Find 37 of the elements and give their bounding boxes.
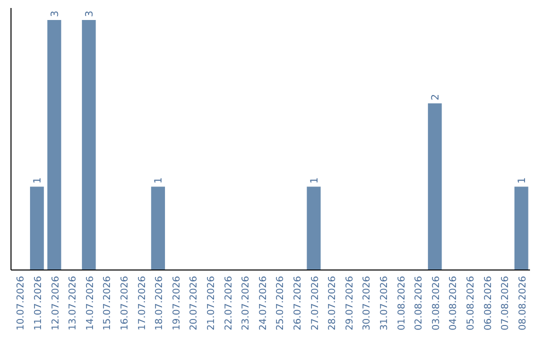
x-tick-label: 08.08.2026 — [517, 276, 528, 330]
x-tick-label: 29.07.2026 — [344, 276, 356, 330]
x-tick-label: 26.07.2026 — [292, 276, 304, 330]
x-tick-label: 31.07.2026 — [378, 276, 390, 330]
data-label: 1 — [309, 177, 320, 184]
x-tick-label: 23.07.2026 — [240, 276, 252, 330]
data-label: 1 — [32, 177, 44, 184]
x-tick-label: 11.07.2026 — [32, 276, 44, 330]
x-tick-label: 01.08.2026 — [396, 276, 408, 330]
x-tick-label: 22.07.2026 — [223, 276, 234, 330]
data-label: 3 — [84, 10, 96, 17]
x-tick-label: 30.07.2026 — [362, 276, 373, 330]
x-tick-label: 18.07.2026 — [154, 276, 166, 330]
x-tick-label: 28.07.2026 — [327, 276, 338, 330]
data-label: 2 — [430, 94, 442, 100]
x-tick-label: 21.07.2026 — [206, 276, 217, 330]
x-tick-label: 06.08.2026 — [482, 276, 494, 330]
x-tick-label: 04.08.2026 — [448, 276, 460, 330]
x-tick-label: 07.08.2026 — [500, 276, 512, 330]
x-tick-label: 27.07.2026 — [310, 276, 321, 330]
x-tick-label: 10.07.2026 — [16, 276, 27, 330]
x-tick-label: 12.07.2026 — [50, 276, 62, 330]
x-tick-label: 14.07.2026 — [84, 276, 96, 330]
x-tick-label: 20.07.2026 — [188, 276, 200, 330]
x-tick-label: 02.08.2026 — [414, 276, 425, 330]
data-label: 1 — [516, 177, 528, 184]
x-tick-label: 05.08.2026 — [465, 276, 476, 330]
data-label: 3 — [50, 10, 61, 17]
x-tick-label: 24.07.2026 — [258, 276, 269, 330]
x-tick-label: 19.07.2026 — [171, 276, 182, 330]
x-tick-label: 15.07.2026 — [102, 276, 114, 330]
x-tick-label: 13.07.2026 — [68, 276, 79, 330]
x-tick-label: 17.07.2026 — [136, 276, 148, 330]
x-tick-label: 25.07.2026 — [275, 276, 286, 330]
x-tick-label: 16.07.2026 — [119, 276, 130, 330]
x-tick-label: 03.08.2026 — [430, 276, 442, 330]
data-label: 1 — [154, 177, 165, 184]
